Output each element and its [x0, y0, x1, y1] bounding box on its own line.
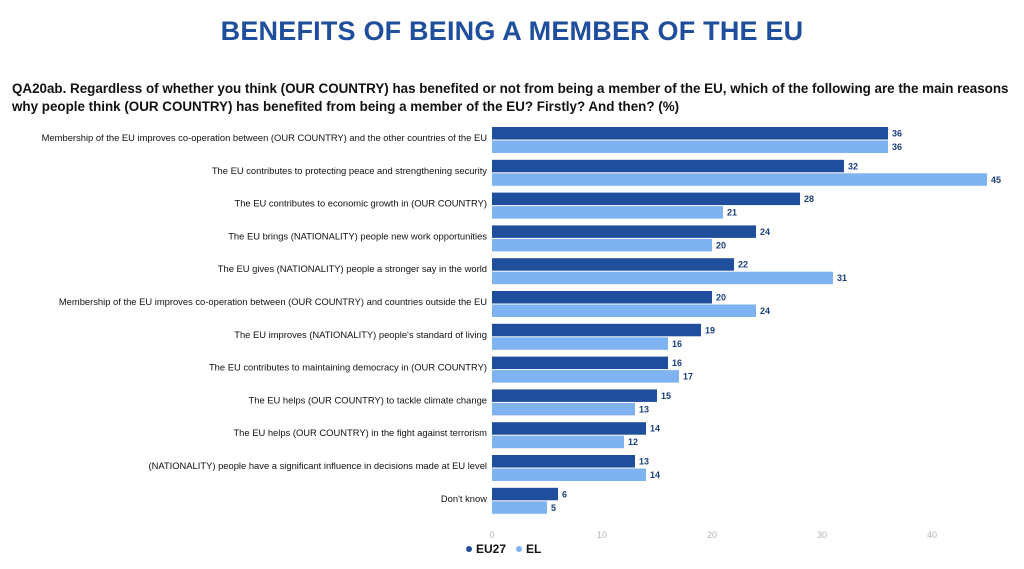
data-label-el: 45 [991, 175, 1001, 185]
legend-swatch-el [516, 546, 523, 552]
data-label-el: 20 [716, 240, 726, 250]
data-label-eu27: 22 [738, 260, 748, 270]
bar-el [492, 435, 624, 449]
bar-eu27 [492, 422, 646, 435]
bar-eu27 [492, 192, 800, 206]
data-label-el: 12 [628, 437, 638, 447]
x-tick-label: 40 [927, 530, 937, 540]
category-label: The EU brings (NATIONALITY) people new w… [228, 230, 487, 241]
data-label-el: 31 [837, 273, 847, 283]
bar-el [492, 468, 646, 481]
category-label: Membership of the EU improves co-operati… [42, 132, 488, 143]
data-label-el: 21 [727, 208, 737, 218]
bar-el [492, 402, 635, 416]
legend-label-eu27: EU27 [476, 542, 507, 556]
legend-item-el: EL [516, 542, 541, 556]
data-label-el: 14 [650, 470, 660, 480]
category-label: The EU improves (NATIONALITY) people's s… [234, 329, 487, 340]
data-label-eu27: 20 [716, 293, 726, 303]
data-label-el: 16 [672, 339, 682, 349]
bar-eu27 [492, 159, 844, 173]
bar-eu27 [492, 323, 701, 337]
data-label-el: 24 [760, 306, 770, 316]
x-tick-label: 10 [597, 530, 607, 540]
category-label: The EU helps (OUR COUNTRY) in the fight … [233, 427, 487, 438]
bar-eu27 [492, 356, 668, 370]
legend-label-el: EL [526, 542, 542, 556]
x-tick-label: 30 [817, 530, 827, 540]
data-label-eu27: 28 [804, 194, 814, 204]
bar-el [492, 238, 712, 252]
question-text: QA20ab. Regardless of whether you think … [12, 81, 1009, 114]
bar-eu27 [492, 487, 558, 501]
bar-eu27 [492, 127, 888, 140]
chart-legend: EU27 EL [466, 542, 541, 556]
category-label: The EU helps (OUR COUNTRY) to tackle cli… [249, 394, 487, 405]
bar-el [492, 206, 723, 219]
data-label-eu27: 16 [672, 358, 682, 368]
category-label: The EU contributes to maintaining democr… [209, 362, 487, 373]
bar-el [492, 337, 668, 350]
data-label-eu27: 32 [848, 161, 858, 171]
bar-eu27 [492, 455, 635, 468]
legend-swatch-eu27 [466, 546, 472, 552]
bar-el [492, 271, 833, 285]
data-label-eu27: 6 [562, 489, 567, 499]
data-label-el: 5 [551, 503, 556, 513]
bar-el [492, 173, 987, 186]
data-label-eu27: 13 [639, 457, 649, 467]
legend-item-eu27: EU27 [466, 542, 506, 556]
bar-el [492, 501, 547, 514]
data-label-el: 36 [892, 142, 902, 152]
bar-eu27 [492, 389, 657, 402]
data-label-eu27: 14 [650, 424, 660, 434]
category-label: The EU contributes to economic growth in… [234, 198, 487, 209]
bar-el [492, 140, 888, 153]
data-label-eu27: 24 [760, 227, 770, 237]
chart-title: BENEFITS OF BEING A MEMBER OF THE EU [220, 16, 804, 46]
bar-el [492, 370, 679, 383]
bar-eu27 [492, 258, 734, 271]
bar-eu27 [492, 291, 712, 304]
category-label: Don't know [441, 493, 487, 504]
x-tick-label: 20 [707, 530, 717, 540]
data-label-eu27: 36 [892, 129, 902, 139]
category-label: (NATIONALITY) people have a significant … [148, 460, 487, 471]
data-label-el: 17 [683, 372, 693, 382]
category-label: The EU gives (NATIONALITY) people a stro… [218, 263, 487, 274]
category-label: The EU contributes to protecting peace a… [212, 165, 487, 176]
data-label-eu27: 19 [705, 325, 715, 335]
bar-eu27 [492, 225, 756, 238]
bar-el [492, 304, 756, 317]
data-label-el: 13 [639, 404, 649, 414]
x-tick-label: 0 [489, 530, 494, 540]
data-label-eu27: 15 [661, 391, 671, 401]
category-label: Membership of the EU improves co-operati… [59, 296, 487, 307]
